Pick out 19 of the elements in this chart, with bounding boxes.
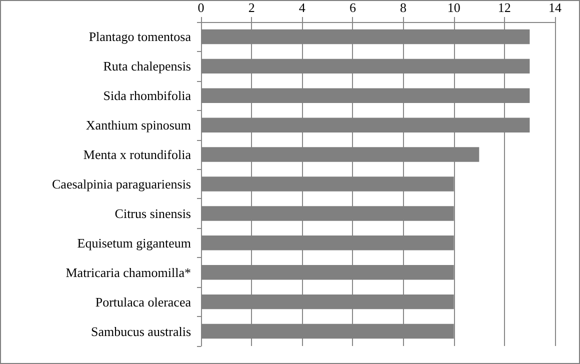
x-tick-label: 4 bbox=[298, 0, 306, 15]
x-tick-label: 8 bbox=[400, 0, 407, 15]
y-tick-label: Menta x rotundifolia bbox=[83, 147, 192, 162]
y-tick-label: Ruta chalepensis bbox=[103, 58, 191, 74]
y-tick-label: Citrus sinensis bbox=[114, 206, 191, 221]
y-tick-label: Portulaca oleracea bbox=[95, 294, 192, 310]
y-tick-label: Plantago tomentosa bbox=[88, 29, 192, 44]
x-tick-label: 0 bbox=[198, 0, 204, 15]
x-tick-label: 6 bbox=[349, 0, 356, 15]
x-tick-label: 14 bbox=[548, 0, 562, 15]
y-tick-label: Matricaria chamomilla* bbox=[66, 264, 191, 280]
y-tick-label: Caesalpinia paraguariensis bbox=[52, 176, 191, 192]
y-tick-label: Xanthium spinosum bbox=[86, 118, 191, 133]
x-tick-label: 10 bbox=[447, 0, 460, 15]
y-tick-label: Sambucus australis bbox=[90, 324, 191, 339]
y-tick-label: Equisetum giganteum bbox=[77, 235, 191, 250]
x-tick-label: 12 bbox=[498, 0, 511, 15]
x-tick-label: 2 bbox=[248, 0, 255, 15]
y-tick-label: Sida rhombifolia bbox=[103, 88, 192, 104]
